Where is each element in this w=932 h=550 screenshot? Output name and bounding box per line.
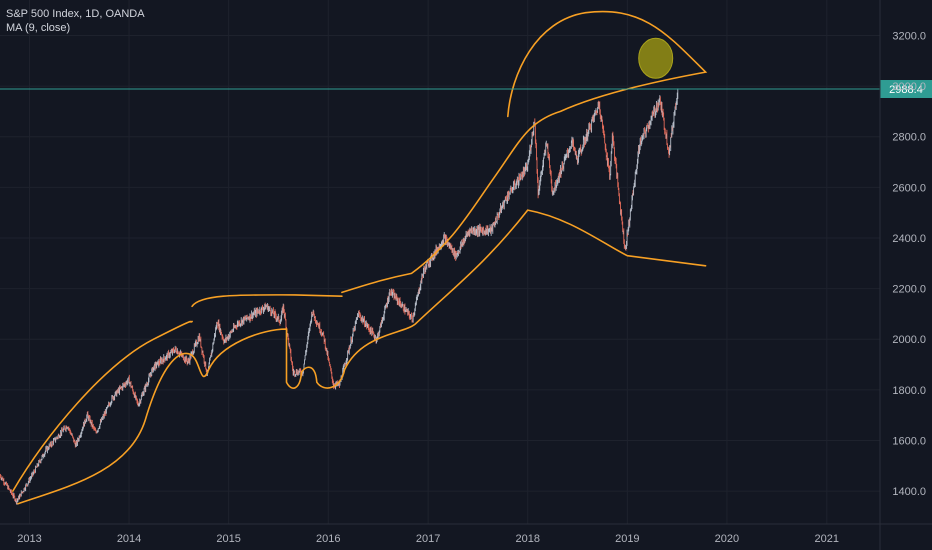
x-tick-label: 2017 — [416, 533, 440, 545]
upper-outline — [12, 10, 708, 492]
x-tick-label: 2020 — [715, 533, 739, 545]
y-tick-label: 3000.0 — [892, 81, 926, 93]
y-tick-label: 2400.0 — [892, 233, 926, 245]
grid — [0, 0, 880, 524]
x-tick-label: 2021 — [815, 533, 839, 545]
price-candles — [0, 88, 679, 505]
chart-legend: S&P 500 Index, 1D, OANDA MA (9, close) — [6, 7, 145, 35]
y-tick-label: 1800.0 — [892, 385, 926, 397]
x-tick-label: 2018 — [515, 533, 539, 545]
x-tick-label: 2013 — [17, 533, 41, 545]
y-tick-label: 2000.0 — [892, 334, 926, 346]
x-tick-label: 2015 — [216, 533, 240, 545]
freehand-drawing — [12, 10, 708, 505]
indicator-label[interactable]: MA (9, close) — [6, 22, 71, 34]
y-tick-label: 2800.0 — [892, 132, 926, 144]
y-tick-label: 1400.0 — [892, 486, 926, 498]
lower-outline — [17, 209, 707, 505]
y-tick-label: 2200.0 — [892, 284, 926, 296]
y-tick-label: 2600.0 — [892, 182, 926, 194]
y-tick-label: 1600.0 — [892, 435, 926, 447]
y-tick-label: 3200.0 — [892, 30, 926, 42]
highlight-circle — [638, 37, 674, 79]
symbol-title[interactable]: S&P 500 Index, 1D, OANDA — [6, 8, 145, 20]
price-label-box — [880, 80, 932, 99]
x-tick-label: 2019 — [615, 533, 639, 545]
price-label: 2988.4 — [889, 84, 923, 96]
last-price-line: 2988.4 — [0, 80, 932, 99]
x-tick-label: 2014 — [117, 533, 141, 545]
x-tick-label: 2016 — [316, 533, 340, 545]
